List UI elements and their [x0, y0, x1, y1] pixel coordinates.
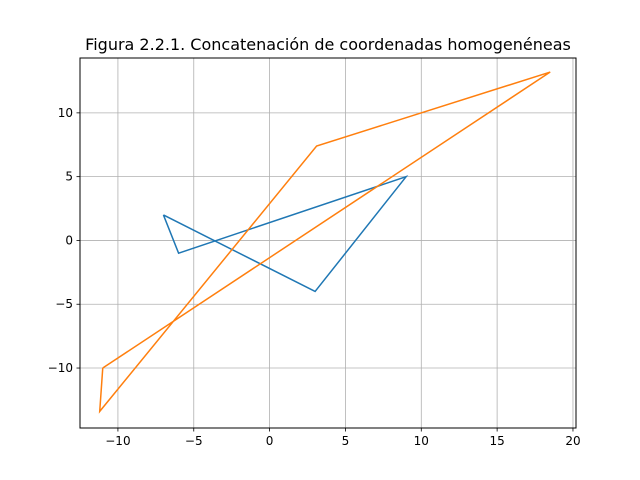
- x-tick-label: 0: [266, 434, 274, 448]
- x-tick-label: 5: [342, 434, 350, 448]
- x-tick-label: 20: [565, 434, 580, 448]
- x-tick-label: 15: [489, 434, 504, 448]
- plot-series: [98, 71, 551, 414]
- series-line-1: [162, 175, 409, 293]
- y-tick-label: −10: [48, 361, 73, 375]
- chart-title: Figura 2.2.1. Concatenación de coordenad…: [85, 35, 571, 54]
- axis-ticks: −10 −5 0 5 10 15 20 −10 −5 0 5 10: [48, 106, 581, 448]
- y-tick-label: 5: [65, 170, 73, 184]
- grid-lines: [80, 58, 576, 428]
- axes-frame: [79, 57, 577, 429]
- y-tick-label: 10: [58, 106, 73, 120]
- x-tick-label: −5: [185, 434, 203, 448]
- x-tick-label: −10: [105, 434, 130, 448]
- x-tick-label: 10: [414, 434, 429, 448]
- y-tick-label: 0: [65, 233, 73, 247]
- series-line-2: [98, 71, 551, 414]
- y-tick-label: −5: [55, 297, 73, 311]
